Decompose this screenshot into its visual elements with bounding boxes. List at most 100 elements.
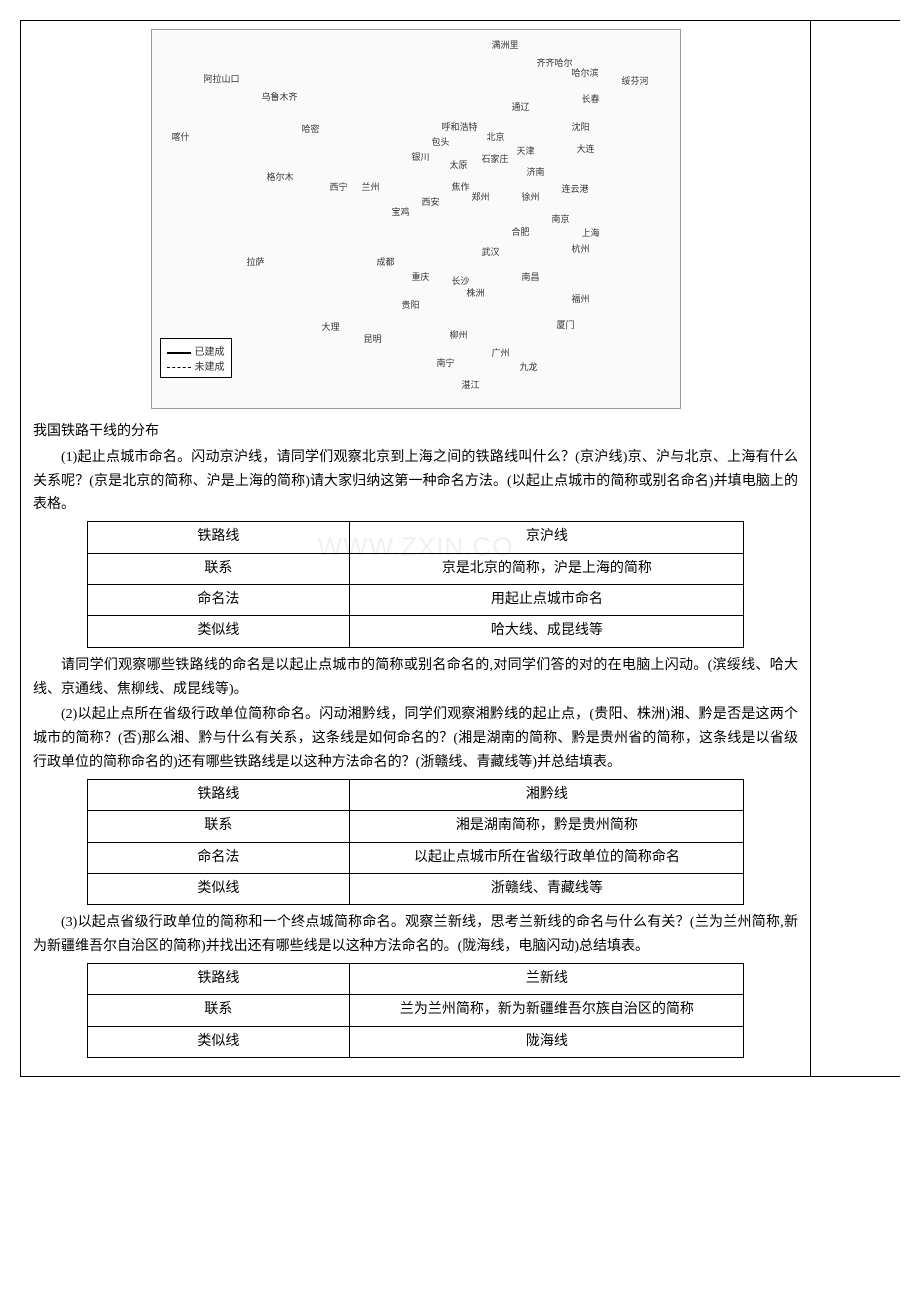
city-geermu: 格尔木: [267, 170, 294, 183]
city-fuzhou: 福州: [572, 292, 590, 305]
city-jiaozuo: 焦作: [452, 180, 470, 193]
paragraph-3: (2)以起止点所在省级行政单位简称命名。闪动湘黔线，同学们观察湘黔线的起止点，(…: [33, 703, 798, 774]
city-wuhan: 武汉: [482, 245, 500, 258]
paragraph-2: 请同学们观察哪些铁路线的命名是以起止点城市的简称或别名命名的,对同学们答的对的在…: [33, 654, 798, 702]
t2-r2-c1: 联系: [87, 811, 350, 842]
map-legend: 已建成 未建成: [160, 338, 232, 378]
city-qiqihaer: 齐齐哈尔: [537, 56, 573, 69]
main-content: 满洲里 齐齐哈尔 哈尔滨 绥芬河 长春 沈阳 大连 通辽 北京 天津 济南 石家…: [21, 21, 811, 1076]
city-zhengzhou: 郑州: [472, 190, 490, 203]
table-row: 铁路线 湘黔线: [87, 779, 744, 810]
city-haerbin: 哈尔滨: [572, 66, 599, 79]
t3-r2-c2: 兰为兰州简称，新为新疆维吾尔族自治区的简称: [350, 995, 744, 1026]
city-suifenhe: 绥芬河: [622, 74, 649, 87]
city-shenyang: 沈阳: [572, 120, 590, 133]
legend-built: 已建成: [195, 347, 225, 358]
legend-solid-icon: [167, 352, 191, 354]
city-manzhouli: 满洲里: [492, 38, 519, 51]
t1-r2-c1: 联系: [87, 553, 350, 584]
table-row: 联系 京是北京的简称，沪是上海的简称: [87, 553, 744, 584]
t1-r4-c1: 类似线: [87, 616, 350, 647]
t2-r4-c1: 类似线: [87, 873, 350, 904]
t1-r4-c2: 哈大线、成昆线等: [350, 616, 744, 647]
city-alashankou: 阿拉山口: [204, 72, 240, 85]
t3-r1-c2: 兰新线: [350, 963, 744, 994]
two-column-layout: 满洲里 齐齐哈尔 哈尔滨 绥芬河 长春 沈阳 大连 通辽 北京 天津 济南 石家…: [21, 21, 900, 1076]
city-zhuzhou: 株洲: [467, 286, 485, 299]
city-guangzhou: 广州: [492, 346, 510, 359]
table-row: 铁路线 京沪线: [87, 522, 744, 553]
city-hami: 哈密: [302, 122, 320, 135]
city-huhehaote: 呼和浩特: [442, 120, 478, 133]
city-dali: 大理: [322, 320, 340, 333]
t1-r2-c2: 京是北京的简称，沪是上海的简称: [350, 553, 744, 584]
t3-r1-c1: 铁路线: [87, 963, 350, 994]
city-baotou: 包头: [432, 135, 450, 148]
side-margin: [811, 21, 900, 1076]
table-row: 类似线 陇海线: [87, 1026, 744, 1057]
map-caption: 我国铁路干线的分布: [33, 420, 798, 444]
city-chengdu: 成都: [377, 255, 395, 268]
city-shanghai: 上海: [582, 226, 600, 239]
t2-r1-c2: 湘黔线: [350, 779, 744, 810]
table-row: 联系 湘是湖南简称，黔是贵州简称: [87, 811, 744, 842]
page-frame: 满洲里 齐齐哈尔 哈尔滨 绥芬河 长春 沈阳 大连 通辽 北京 天津 济南 石家…: [20, 20, 900, 1077]
t3-r2-c1: 联系: [87, 995, 350, 1026]
city-lasa: 拉萨: [247, 255, 265, 268]
paragraph-4: (3)以起点省级行政单位的简称和一个终点城简称命名。观察兰新线，思考兰新线的命名…: [33, 911, 798, 959]
t1-r1-c1: 铁路线: [87, 522, 350, 553]
table-2: 铁路线 湘黔线 联系 湘是湖南简称，黔是贵州简称 命名法 以起止点城市所在省级行…: [87, 779, 745, 906]
city-liuzhou: 柳州: [450, 328, 468, 341]
city-taiyuan: 太原: [450, 158, 468, 171]
city-baoji: 宝鸡: [392, 205, 410, 218]
t3-r3-c2: 陇海线: [350, 1026, 744, 1057]
city-hangzhou: 杭州: [572, 242, 590, 255]
city-guiyang: 贵阳: [402, 298, 420, 311]
city-dalian: 大连: [577, 142, 595, 155]
t1-r3-c1: 命名法: [87, 584, 350, 615]
city-jinan: 济南: [527, 165, 545, 178]
legend-dashed-icon: [167, 367, 191, 368]
city-xiamen: 厦门: [557, 318, 575, 331]
city-kunming: 昆明: [364, 332, 382, 345]
table-row: 命名法 以起止点城市所在省级行政单位的简称命名: [87, 842, 744, 873]
table-row: 铁路线 兰新线: [87, 963, 744, 994]
t1-r1-c2: 京沪线: [350, 522, 744, 553]
city-tongliao: 通辽: [512, 100, 530, 113]
railway-map: 满洲里 齐齐哈尔 哈尔滨 绥芬河 长春 沈阳 大连 通辽 北京 天津 济南 石家…: [151, 29, 681, 409]
city-wulumuqi: 乌鲁木齐: [262, 90, 298, 103]
city-lanzhou: 兰州: [362, 180, 380, 193]
city-xining: 西宁: [330, 180, 348, 193]
city-jiulong: 九龙: [520, 360, 538, 373]
table-1: 铁路线 京沪线 联系 京是北京的简称，沪是上海的简称 命名法 用起止点城市命名 …: [87, 521, 745, 648]
table-row: 类似线 浙赣线、青藏线等: [87, 873, 744, 904]
city-yinchuan: 银川: [412, 150, 430, 163]
t2-r1-c1: 铁路线: [87, 779, 350, 810]
table-row: 命名法 用起止点城市命名: [87, 584, 744, 615]
table-3: 铁路线 兰新线 联系 兰为兰州简称，新为新疆维吾尔族自治区的简称 类似线 陇海线: [87, 963, 745, 1058]
city-nanjing: 南京: [552, 212, 570, 225]
table-row: 联系 兰为兰州简称，新为新疆维吾尔族自治区的简称: [87, 995, 744, 1026]
t2-r2-c2: 湘是湖南简称，黔是贵州简称: [350, 811, 744, 842]
t1-r3-c2: 用起止点城市命名: [350, 584, 744, 615]
city-shijiazhuang: 石家庄: [482, 152, 509, 165]
city-kashi: 喀什: [172, 130, 190, 143]
city-nanning: 南宁: [437, 356, 455, 369]
city-beijing: 北京: [487, 130, 505, 143]
city-tianjin: 天津: [517, 144, 535, 157]
city-hefei: 合肥: [512, 225, 530, 238]
city-nanchang: 南昌: [522, 270, 540, 283]
t2-r4-c2: 浙赣线、青藏线等: [350, 873, 744, 904]
city-lianyungang: 连云港: [562, 182, 589, 195]
paragraph-1: (1)起止点城市命名。闪动京沪线，请同学们观察北京到上海之间的铁路线叫什么？(京…: [33, 446, 798, 517]
city-changsha: 长沙: [452, 274, 470, 287]
t2-r3-c2: 以起止点城市所在省级行政单位的简称命名: [350, 842, 744, 873]
table-row: 类似线 哈大线、成昆线等: [87, 616, 744, 647]
map-figure: 满洲里 齐齐哈尔 哈尔滨 绥芬河 长春 沈阳 大连 通辽 北京 天津 济南 石家…: [33, 29, 798, 414]
city-changchun: 长春: [582, 92, 600, 105]
legend-unbuilt: 未建成: [195, 362, 225, 373]
city-chongqing: 重庆: [412, 270, 430, 283]
t2-r3-c1: 命名法: [87, 842, 350, 873]
city-xuzhou: 徐州: [522, 190, 540, 203]
t3-r3-c1: 类似线: [87, 1026, 350, 1057]
